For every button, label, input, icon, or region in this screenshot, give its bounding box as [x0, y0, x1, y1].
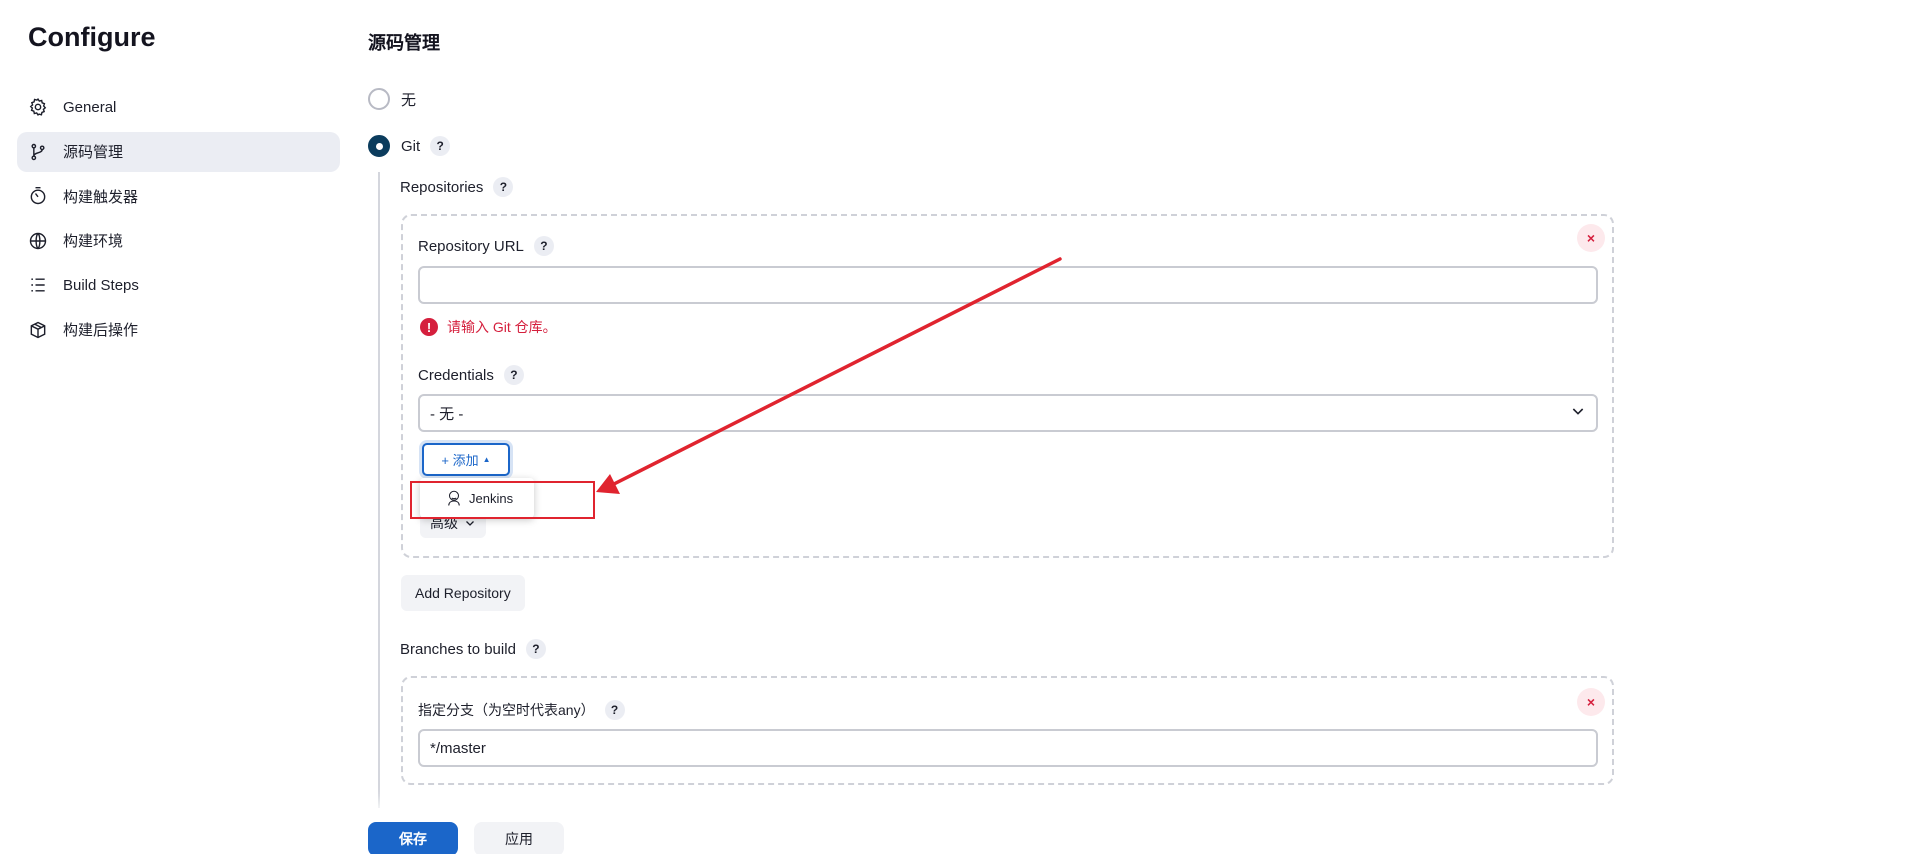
package-icon — [27, 319, 49, 341]
scm-option-git[interactable]: Git ? — [368, 135, 451, 157]
credentials-help-icon[interactable]: ? — [503, 365, 524, 385]
repository-url-error: ! 请输入 Git 仓库。 — [420, 317, 557, 337]
sidebar-item-label: 构建触发器 — [63, 188, 139, 206]
sidebar-item-scm[interactable]: 源码管理 — [17, 131, 340, 172]
page-title: Configure — [28, 22, 156, 52]
sidebar: Configure General 源码管理 构建触发器 构建环境 — [0, 0, 350, 854]
repositories-label-text: Repositories — [400, 178, 484, 196]
scm-option-none[interactable]: 无 — [368, 88, 416, 110]
sidebar-item-label: 构建环境 — [63, 233, 124, 250]
sidebar-item-post-build[interactable]: 构建后操作 — [17, 310, 340, 350]
apply-button[interactable]: 应用 — [474, 822, 564, 854]
credentials-label: Credentials ? — [418, 365, 524, 385]
radio-git[interactable] — [368, 135, 390, 157]
branch-specifier-input[interactable]: */master — [418, 729, 1598, 767]
radio-git-label: Git — [401, 137, 421, 155]
sidebar-item-build-triggers[interactable]: 构建触发器 — [17, 176, 340, 216]
git-help-icon[interactable]: ? — [430, 136, 451, 156]
repository-url-label: Repository URL ? — [418, 236, 554, 256]
globe-icon — [27, 230, 49, 252]
radio-none[interactable] — [368, 88, 390, 110]
credentials-selected-value: - 无 - — [430, 405, 464, 423]
branches-help-icon[interactable]: ? — [525, 639, 546, 659]
menu-item-jenkins-label: Jenkins — [469, 490, 514, 506]
credentials-select[interactable]: - 无 - — [418, 394, 1598, 432]
repository-url-help-icon[interactable]: ? — [533, 236, 554, 256]
add-credentials-menu: Jenkins — [420, 478, 534, 518]
chevron-down-icon — [464, 517, 476, 529]
repository-url-input[interactable] — [418, 266, 1598, 304]
sidebar-item-label: Build Steps — [63, 276, 139, 294]
remove-repository-button[interactable]: × — [1577, 224, 1605, 252]
repository-url-label-text: Repository URL — [418, 237, 524, 255]
sidebar-item-label: 构建后操作 — [63, 322, 139, 339]
branch-specifier-label-text: 指定分支（为空时代表any） — [418, 702, 595, 718]
main-content: 源码管理 无 Git ? Repositories ? × Repository… — [368, 0, 1698, 854]
chevron-down-icon — [1570, 403, 1586, 423]
credentials-label-text: Credentials — [418, 366, 494, 384]
timer-icon — [27, 185, 49, 207]
repository-url-error-text: 请输入 Git 仓库。 — [447, 319, 557, 335]
sidebar-item-general[interactable]: General — [17, 87, 340, 127]
sidebar-item-label: 源码管理 — [63, 144, 124, 161]
add-credentials-label: + 添加 — [441, 453, 479, 468]
branch-specifier-label: 指定分支（为空时代表any） ? — [418, 700, 625, 720]
repositories-label: Repositories ? — [400, 177, 514, 197]
save-button[interactable]: 保存 — [368, 822, 458, 854]
error-icon: ! — [420, 318, 438, 336]
sidebar-item-build-steps[interactable]: Build Steps — [17, 265, 340, 305]
menu-item-jenkins[interactable]: Jenkins — [445, 489, 513, 507]
sidebar-nav: General 源码管理 构建触发器 构建环境 Build Steps — [17, 87, 340, 354]
git-section-rule — [378, 172, 380, 812]
caret-up-icon: ▲ — [482, 455, 491, 464]
git-branch-icon — [27, 141, 49, 163]
list-icon — [27, 274, 49, 296]
advanced-label: 高级 — [430, 515, 458, 531]
branches-label: Branches to build ? — [400, 639, 546, 659]
branch-block — [401, 676, 1614, 785]
sidebar-item-label: General — [63, 98, 117, 116]
jenkins-icon — [445, 489, 463, 507]
gear-icon — [27, 96, 49, 118]
add-repository-button[interactable]: Add Repository — [401, 575, 525, 611]
branches-label-text: Branches to build — [400, 640, 516, 658]
branch-specifier-help-icon[interactable]: ? — [604, 700, 625, 720]
add-credentials-button[interactable]: + 添加 ▲ — [422, 443, 510, 476]
repository-block — [401, 214, 1614, 558]
bottom-action-bar — [0, 808, 1905, 854]
repositories-help-icon[interactable]: ? — [493, 177, 514, 197]
sidebar-item-build-environment[interactable]: 构建环境 — [17, 221, 340, 261]
remove-branch-button[interactable]: × — [1577, 688, 1605, 716]
radio-none-label: 无 — [401, 91, 417, 109]
section-title: 源码管理 — [368, 33, 440, 53]
